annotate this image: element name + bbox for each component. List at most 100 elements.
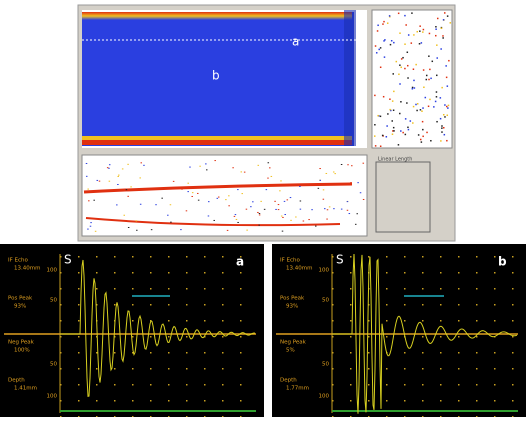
dot — [327, 209, 329, 210]
dot — [419, 43, 421, 45]
grid-dot — [222, 400, 224, 402]
dot — [407, 52, 409, 54]
dot — [376, 52, 378, 54]
dot — [99, 181, 101, 182]
dot — [384, 56, 386, 58]
dot — [86, 163, 88, 164]
dot — [443, 19, 445, 21]
grid-dot — [368, 352, 370, 354]
dot — [391, 120, 393, 122]
dot — [170, 222, 172, 223]
dot — [117, 184, 119, 185]
grid-dot — [114, 304, 116, 306]
grid-dot — [458, 256, 460, 258]
grid-dot — [458, 400, 460, 402]
dot — [440, 48, 442, 50]
grid-dot — [404, 256, 406, 258]
dot — [436, 121, 438, 123]
dot — [413, 34, 415, 36]
grid-dot — [458, 272, 460, 274]
grid-dot — [512, 256, 514, 258]
dot — [300, 200, 302, 201]
grid-dot — [422, 288, 424, 290]
dot — [380, 67, 382, 69]
dot — [393, 42, 395, 44]
grid-dot — [168, 272, 170, 274]
dot — [333, 208, 335, 209]
dot — [189, 167, 191, 168]
dot — [390, 44, 392, 46]
dot — [377, 30, 379, 32]
grid-dot — [404, 400, 406, 402]
dot — [393, 127, 395, 129]
grid-dot — [240, 384, 242, 386]
dot — [413, 68, 415, 70]
grid-dot — [186, 256, 188, 258]
dot — [155, 204, 157, 205]
dot — [392, 133, 394, 135]
dot — [415, 64, 417, 65]
dot — [225, 199, 227, 200]
dot — [444, 104, 446, 106]
dot — [151, 229, 153, 230]
dot — [429, 33, 431, 35]
readout-value: 93% — [14, 304, 26, 310]
dot — [440, 97, 442, 99]
dot — [218, 197, 220, 198]
dot — [428, 79, 430, 81]
dot — [440, 118, 442, 120]
dot — [246, 209, 248, 210]
grid-dot — [78, 368, 80, 370]
readout-name: IF Echo — [280, 258, 301, 264]
grid-dot — [96, 368, 98, 370]
dot — [419, 25, 421, 27]
dot — [377, 25, 379, 27]
grid-dot — [476, 304, 478, 306]
grid-dot — [386, 272, 388, 274]
dot — [429, 69, 431, 71]
dot — [443, 114, 445, 116]
dot — [412, 122, 414, 124]
dot — [139, 177, 141, 178]
dot — [436, 91, 438, 93]
grid-dot — [240, 288, 242, 290]
dot — [399, 113, 401, 115]
dot — [441, 127, 443, 129]
grid-dot — [494, 256, 496, 258]
readout-name: Neg Peak — [8, 340, 35, 346]
grid-dot — [222, 304, 224, 306]
dot — [405, 134, 407, 136]
grid-dot — [186, 384, 188, 386]
readout-name: Neg Peak — [280, 340, 307, 346]
grid-dot — [404, 384, 406, 386]
readout-value: 13.40mm — [286, 266, 312, 272]
dot — [442, 37, 444, 39]
dot — [414, 87, 416, 89]
grid-dot — [150, 272, 152, 274]
grid-dot — [440, 320, 442, 322]
dot — [421, 110, 423, 112]
dot — [428, 106, 430, 108]
axis-label: 50 — [50, 362, 57, 368]
grid-dot — [512, 288, 514, 290]
grid-dot — [222, 384, 224, 386]
grid-dot — [476, 352, 478, 354]
dot — [450, 22, 452, 24]
dot — [108, 168, 110, 169]
dot — [363, 199, 365, 200]
dot — [417, 31, 419, 33]
dot — [244, 172, 246, 173]
dot — [400, 130, 402, 132]
dot — [437, 18, 439, 20]
dot — [143, 165, 145, 166]
dot — [441, 28, 443, 30]
dot — [259, 214, 261, 215]
corner-label: S — [336, 253, 344, 267]
dot — [127, 164, 129, 165]
dot — [241, 193, 243, 194]
dot — [279, 190, 281, 191]
dot — [351, 165, 353, 166]
grid-dot — [150, 352, 152, 354]
dot — [404, 68, 406, 70]
dot — [393, 130, 395, 132]
